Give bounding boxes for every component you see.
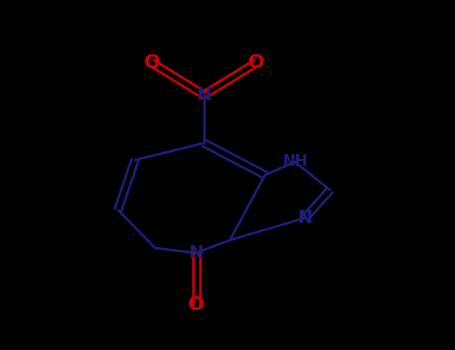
Text: N: N [197, 86, 212, 104]
Text: O: O [248, 54, 264, 72]
Text: N: N [188, 244, 203, 262]
Text: O: O [187, 295, 204, 315]
Text: O: O [144, 54, 160, 72]
Text: NH: NH [282, 154, 308, 169]
Text: N: N [298, 209, 313, 227]
